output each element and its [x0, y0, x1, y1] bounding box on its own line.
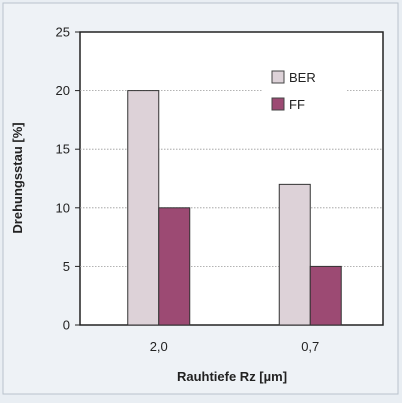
y-axis-ticks: 0 5 10 15 20 25 [56, 25, 80, 333]
bars [127, 90, 342, 326]
bar-ber-1 [278, 183, 311, 326]
legend-label-ber: BER [289, 70, 316, 85]
y-tick-label: 20 [56, 83, 70, 98]
y-tick-label: 10 [56, 200, 70, 215]
y-axis-label: Drehungsstau [%] [10, 122, 25, 233]
y-tick-label: 25 [56, 25, 70, 40]
y-tick-label: 15 [56, 142, 70, 157]
x-axis-ticks: 2,0 0,7 [150, 339, 320, 354]
legend-swatch-ber [271, 70, 285, 84]
y-tick-label: 0 [63, 318, 70, 333]
bar-ber-0 [127, 90, 160, 326]
legend-swatch-ff [271, 97, 285, 111]
x-tick-label: 0,7 [301, 339, 319, 354]
bar-ff-1 [309, 265, 342, 326]
legend: BER FF [262, 62, 346, 118]
bar-ff-0 [158, 207, 191, 326]
legend-label-ff: FF [289, 97, 305, 112]
y-tick-label: 5 [63, 259, 70, 274]
x-tick-label: 2,0 [150, 339, 168, 354]
x-axis-label: Rauhtiefe Rz [µm] [177, 369, 287, 384]
